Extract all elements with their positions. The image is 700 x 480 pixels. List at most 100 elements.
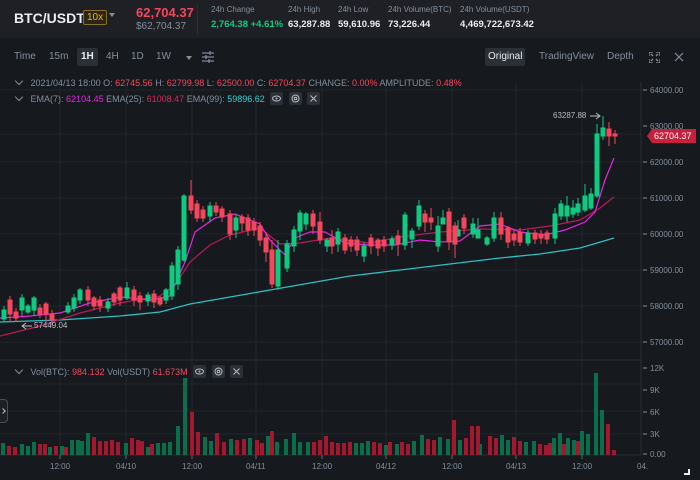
- ema99-value: 59896.62: [227, 93, 265, 104]
- stat-24h-volume-btc: 24h Volume(BTC) 73,226.44: [388, 5, 452, 30]
- more-intervals-icon[interactable]: [186, 56, 192, 60]
- price-label: 64000.00: [650, 86, 684, 95]
- remove-icon[interactable]: [230, 365, 244, 378]
- vol-usdt-value: 61.673M: [152, 366, 188, 377]
- view-tradingview[interactable]: TradingView: [539, 51, 595, 62]
- price-label: 60000.00: [650, 230, 684, 239]
- stat-value: 63,287.88: [288, 19, 331, 30]
- stat-value: 59,610.96: [338, 19, 381, 30]
- close-value: 62704.37: [268, 78, 306, 88]
- low-value: 62500.00: [216, 78, 255, 88]
- time-label: 04/10: [116, 462, 137, 471]
- stat-label: 24h Low: [338, 5, 369, 14]
- close-icon[interactable]: [674, 52, 684, 62]
- time-label: 12:00: [182, 462, 203, 471]
- pair-dropdown-icon[interactable]: [109, 13, 115, 17]
- low-label: L:: [206, 78, 215, 88]
- stat-label: 24h High: [288, 5, 321, 14]
- collapse-chevron-icon[interactable]: [14, 76, 24, 86]
- high-value: 62799.98: [166, 78, 205, 88]
- stat-value: 2,764.38 +4.61%: [211, 19, 284, 30]
- usd-price: $62,704.37: [136, 21, 187, 32]
- price-label: 57000.00: [650, 338, 684, 347]
- collapse-chevron-icon[interactable]: [14, 92, 24, 102]
- volume-label: 6K: [650, 408, 660, 417]
- time-button[interactable]: Time: [14, 51, 36, 62]
- eye-icon[interactable]: [270, 92, 284, 105]
- interval-1h[interactable]: 1H: [77, 48, 98, 66]
- open-value: 62745.56: [115, 78, 153, 88]
- time-axis-ticks: [59, 455, 583, 459]
- candles: [1, 116, 618, 326]
- indicator-settings-icon[interactable]: [202, 51, 214, 63]
- low-price-label: 57449.04: [34, 321, 68, 330]
- stat-label: 24h Change: [211, 5, 255, 14]
- candle-datetime: 2021/04/13 18:00: [30, 78, 101, 88]
- collapse-chevron-icon[interactable]: [14, 365, 24, 375]
- stat-value: 73,226.44: [388, 19, 431, 30]
- interval-1w[interactable]: 1W: [156, 51, 171, 62]
- volume-label: 9K: [650, 386, 660, 395]
- high-label: H:: [155, 78, 165, 88]
- interval-15m[interactable]: 15m: [49, 51, 69, 62]
- view-depth[interactable]: Depth: [607, 51, 634, 62]
- time-label: 04/12: [376, 462, 397, 471]
- amplitude-value: 0.48%: [436, 78, 462, 88]
- ema99-line: [0, 237, 615, 323]
- price-label: 58000.00: [650, 302, 684, 311]
- remove-icon[interactable]: [307, 92, 321, 105]
- interval-4h[interactable]: 4H: [106, 51, 119, 62]
- low-marker: [21, 322, 32, 330]
- vol-btc-value: 984.132: [72, 366, 105, 377]
- time-label: 04/11: [246, 462, 266, 471]
- leverage-badge[interactable]: 10x: [83, 10, 108, 25]
- ohlc-legend: 2021/04/13 18:00 O: 62745.56 H: 62799.98…: [14, 76, 462, 88]
- change-value: 0.00%: [351, 78, 378, 88]
- stat-label: 24h Volume(BTC): [388, 5, 452, 14]
- stat-label: 24h Volume(USDT): [460, 5, 530, 14]
- volume-legend: Vol(BTC): 984.132 Vol(USDT) 61.673M: [14, 365, 244, 379]
- stat-24h-volume-usdt: 24h Volume(USDT) 4,469,722,673.42: [460, 5, 534, 30]
- eye-icon[interactable]: [193, 365, 207, 378]
- expand-sidebar-handle[interactable]: [0, 399, 8, 423]
- time-label: 12:00: [312, 462, 333, 471]
- vol-usdt-label: Vol(USDT): [107, 366, 151, 377]
- view-original[interactable]: Original: [485, 48, 526, 66]
- time-label: 12:00: [572, 462, 593, 471]
- time-axis-labels: 12:00 04/10 12:00 04/11 12:00 04/12 12:0…: [0, 462, 700, 474]
- close-label: C:: [256, 78, 266, 88]
- price-axis: [643, 89, 647, 455]
- price-label: 63000.00: [650, 122, 684, 131]
- interval-1d[interactable]: 1D: [131, 51, 144, 62]
- time-label: 12:00: [50, 462, 71, 471]
- stat-24h-high: 24h High 63,287.88: [288, 5, 330, 30]
- volume-label: 3K: [650, 430, 660, 439]
- high-marker: [590, 112, 601, 120]
- ema25-value: 61008.47: [146, 93, 185, 104]
- ema7-value: 62104.45: [66, 93, 104, 104]
- resize-icon[interactable]: [684, 469, 690, 475]
- divider: [197, 4, 198, 34]
- amplitude-label: AMPLITUDE:: [379, 78, 434, 88]
- stat-value: 4,469,722,673.42: [460, 19, 534, 30]
- chart-toolbar: Time 15m 1H 4H 1D 1W Original TradingVie…: [0, 45, 700, 69]
- stat-24h-low: 24h Low 59,610.96: [338, 5, 380, 30]
- time-label: 12:00: [442, 462, 463, 471]
- high-price-label: 63287.88: [553, 111, 587, 120]
- volume-label: 12K: [650, 364, 665, 373]
- ticker-header: BTC/USDT 10x 62,704.37 $62,704.37 24h Ch…: [0, 0, 700, 38]
- vol-btc-label: Vol(BTC):: [30, 366, 70, 377]
- last-price: 62,704.37: [136, 5, 194, 20]
- ema7-label: EMA(7):: [30, 93, 64, 104]
- time-label: 04.: [637, 462, 649, 471]
- fullscreen-icon[interactable]: [649, 52, 660, 63]
- current-price-label: 62704.37: [654, 131, 692, 141]
- pair-name[interactable]: BTC/USDT: [14, 10, 85, 26]
- current-price-tag: [647, 129, 696, 143]
- price-label: 59000.00: [650, 266, 684, 275]
- settings-icon[interactable]: [288, 92, 302, 105]
- ema99-label: EMA(99):: [186, 93, 225, 104]
- volume-label: 0.00: [650, 450, 666, 459]
- settings-icon[interactable]: [211, 365, 225, 378]
